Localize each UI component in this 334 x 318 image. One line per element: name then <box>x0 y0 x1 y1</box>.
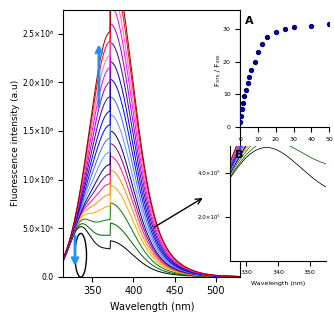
Point <box>256 49 261 54</box>
Point <box>239 107 245 112</box>
Point <box>252 59 257 64</box>
Point <box>248 67 254 73</box>
Text: B: B <box>235 150 243 160</box>
Point <box>240 100 246 105</box>
Point <box>282 26 288 31</box>
Point <box>259 41 265 46</box>
Point <box>291 25 296 30</box>
Point <box>326 22 332 27</box>
Point <box>238 120 243 125</box>
Point <box>243 87 248 92</box>
Point <box>245 80 250 86</box>
Y-axis label: Fluorescence intensity (a.u): Fluorescence intensity (a.u) <box>11 80 20 206</box>
Point <box>273 30 279 35</box>
X-axis label: Wavelength (nm): Wavelength (nm) <box>251 281 305 286</box>
Point <box>246 74 252 79</box>
Y-axis label: F₃₇₅ / F₃₃₅: F₃₇₅ / F₃₃₅ <box>215 54 221 86</box>
X-axis label: [Al³⁺]/μM: [Al³⁺]/μM <box>269 148 301 155</box>
Point <box>239 113 244 118</box>
Point <box>265 35 270 40</box>
Point <box>241 93 247 99</box>
Point <box>309 23 314 28</box>
Text: A: A <box>245 16 254 26</box>
X-axis label: Wavelength (nm): Wavelength (nm) <box>110 302 194 312</box>
